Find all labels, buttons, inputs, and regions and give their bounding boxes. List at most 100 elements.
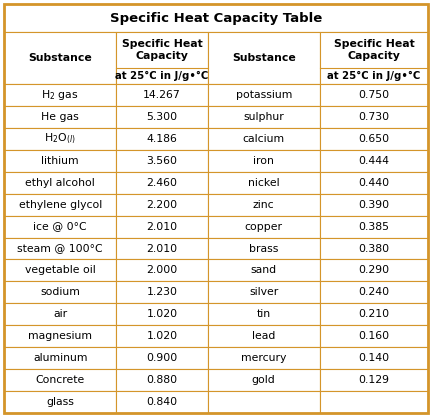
- Bar: [320, 325, 428, 347]
- Bar: [116, 369, 207, 391]
- Text: potassium: potassium: [235, 90, 292, 100]
- Bar: [207, 84, 320, 106]
- Text: 0.385: 0.385: [359, 221, 389, 231]
- Bar: [320, 106, 428, 128]
- Text: Specific Heat
Capacity: Specific Heat Capacity: [121, 39, 202, 61]
- Text: Substance: Substance: [29, 53, 92, 63]
- Bar: [320, 347, 428, 369]
- Text: Specific Heat Capacity Table: Specific Heat Capacity Table: [110, 12, 322, 25]
- Bar: [4, 369, 116, 391]
- Text: sulphur: sulphur: [243, 112, 284, 122]
- Text: vegetable oil: vegetable oil: [25, 266, 95, 276]
- Bar: [4, 238, 116, 259]
- Text: 0.440: 0.440: [359, 178, 390, 188]
- Bar: [116, 325, 207, 347]
- Bar: [4, 325, 116, 347]
- Bar: [116, 391, 207, 413]
- Text: gold: gold: [252, 375, 276, 385]
- Bar: [320, 303, 428, 325]
- Bar: [116, 347, 207, 369]
- Text: 3.560: 3.560: [146, 156, 178, 166]
- Bar: [116, 238, 207, 259]
- Text: 0.129: 0.129: [359, 375, 389, 385]
- Bar: [116, 150, 207, 172]
- Text: He gas: He gas: [41, 112, 79, 122]
- Text: ice @ 0°C: ice @ 0°C: [33, 221, 87, 231]
- Bar: [116, 106, 207, 128]
- Bar: [320, 32, 428, 84]
- Text: 0.240: 0.240: [359, 287, 390, 297]
- Text: 1.230: 1.230: [146, 287, 178, 297]
- Bar: [116, 32, 207, 84]
- Text: sodium: sodium: [40, 287, 80, 297]
- Bar: [207, 259, 320, 281]
- Text: H$_2$O$_{(l)}$: H$_2$O$_{(l)}$: [44, 132, 76, 146]
- Text: 14.267: 14.267: [143, 90, 181, 100]
- Text: calcium: calcium: [243, 134, 285, 144]
- Text: aluminum: aluminum: [33, 353, 87, 363]
- Bar: [320, 259, 428, 281]
- Bar: [320, 84, 428, 106]
- Text: mercury: mercury: [241, 353, 286, 363]
- Bar: [4, 281, 116, 303]
- Bar: [207, 216, 320, 238]
- Bar: [116, 259, 207, 281]
- Text: 0.160: 0.160: [359, 331, 390, 341]
- Bar: [116, 216, 207, 238]
- Bar: [4, 347, 116, 369]
- Text: H$_2$ gas: H$_2$ gas: [41, 88, 79, 102]
- Text: 2.010: 2.010: [146, 244, 178, 254]
- Bar: [4, 106, 116, 128]
- Text: 1.020: 1.020: [146, 331, 178, 341]
- Bar: [4, 303, 116, 325]
- Text: 2.200: 2.200: [146, 200, 178, 210]
- Bar: [320, 281, 428, 303]
- Text: 0.210: 0.210: [359, 309, 390, 319]
- Bar: [116, 281, 207, 303]
- Bar: [4, 259, 116, 281]
- Text: air: air: [53, 309, 67, 319]
- Bar: [320, 128, 428, 150]
- Bar: [320, 391, 428, 413]
- Text: 2.010: 2.010: [146, 221, 178, 231]
- Bar: [4, 32, 116, 84]
- Bar: [207, 391, 320, 413]
- Bar: [4, 128, 116, 150]
- Bar: [207, 303, 320, 325]
- Text: lead: lead: [252, 331, 275, 341]
- Bar: [320, 150, 428, 172]
- Text: 0.444: 0.444: [359, 156, 389, 166]
- Bar: [116, 303, 207, 325]
- Text: zinc: zinc: [253, 200, 274, 210]
- Bar: [116, 128, 207, 150]
- Text: 0.650: 0.650: [359, 134, 390, 144]
- Text: ethylene glycol: ethylene glycol: [19, 200, 102, 210]
- Text: nickel: nickel: [248, 178, 280, 188]
- Text: 0.900: 0.900: [146, 353, 178, 363]
- Bar: [4, 391, 116, 413]
- Text: 0.390: 0.390: [359, 200, 390, 210]
- Bar: [207, 128, 320, 150]
- Text: 0.380: 0.380: [359, 244, 390, 254]
- Text: Concrete: Concrete: [35, 375, 85, 385]
- Bar: [116, 172, 207, 193]
- Bar: [4, 4, 428, 32]
- Text: 0.880: 0.880: [146, 375, 178, 385]
- Text: lithium: lithium: [41, 156, 79, 166]
- Text: Specific Heat
Capacity: Specific Heat Capacity: [334, 39, 414, 61]
- Text: 2.460: 2.460: [146, 178, 178, 188]
- Bar: [116, 84, 207, 106]
- Text: silver: silver: [249, 287, 278, 297]
- Text: at 25°C in J/g•°C: at 25°C in J/g•°C: [327, 71, 421, 81]
- Text: steam @ 100°C: steam @ 100°C: [17, 244, 103, 254]
- Text: 0.840: 0.840: [146, 397, 178, 407]
- Text: sand: sand: [251, 266, 277, 276]
- Text: at 25°C in J/g•°C: at 25°C in J/g•°C: [115, 71, 209, 81]
- Text: ethyl alcohol: ethyl alcohol: [25, 178, 95, 188]
- Bar: [207, 32, 320, 84]
- Text: 0.750: 0.750: [359, 90, 390, 100]
- Bar: [320, 216, 428, 238]
- Text: magnesium: magnesium: [28, 331, 92, 341]
- Text: glass: glass: [46, 397, 74, 407]
- Text: iron: iron: [253, 156, 274, 166]
